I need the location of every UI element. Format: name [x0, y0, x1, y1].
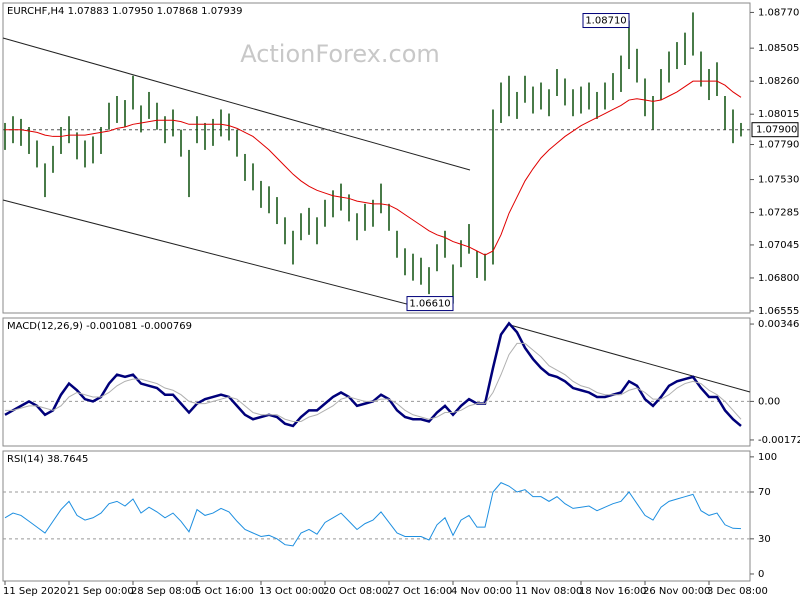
y-tick-label: 1.07790 [758, 140, 799, 151]
y-tick-label: 0 [758, 569, 764, 580]
panel-title: RSI(14) 38.7645 [7, 454, 88, 465]
annotation-label: 1.06610 [409, 299, 450, 310]
y-tick-label: 1.06555 [758, 306, 799, 317]
x-tick-label: 5 Oct 16:00 [195, 586, 254, 597]
y-tick-label: 100 [758, 452, 777, 463]
moving-average-line [5, 80, 742, 256]
x-tick-label: 21 Sep 00:00 [67, 586, 134, 597]
x-tick-label: 26 Nov 00:00 [643, 586, 710, 597]
indicator-line [5, 342, 742, 422]
x-tick-label: 3 Dec 08:00 [707, 586, 768, 597]
panel-title: MACD(12,26,9) -0.001081 -0.000769 [7, 321, 192, 332]
x-tick-label: 28 Sep 08:00 [131, 586, 198, 597]
x-tick-label: 27 Oct 16:00 [387, 586, 452, 597]
y-tick-label: 30 [758, 534, 771, 545]
watermark: ActionForex.com [240, 40, 440, 68]
annotation-box [406, 296, 454, 312]
x-tick-label: 20 Oct 08:00 [323, 586, 388, 597]
x-tick-label: 13 Oct 00:00 [259, 586, 324, 597]
y-tick-label: 1.08015 [758, 109, 799, 120]
price-panel [2, 2, 751, 314]
channel-upper-line [2, 37, 471, 171]
y-tick-label: -0.001729 [758, 435, 800, 446]
rsi-panel [2, 450, 751, 582]
y-tick-label: 1.07530 [758, 175, 799, 186]
indicator-line [4, 482, 742, 547]
y-tick-label: 1.07285 [758, 208, 799, 219]
y-tick-label: 1.07045 [758, 240, 799, 251]
x-tick-label: 11 Nov 08:00 [515, 586, 582, 597]
y-tick-label: 70 [758, 487, 771, 498]
x-tick-label: 18 Nov 16:00 [579, 586, 646, 597]
macd-trend-line [509, 324, 751, 393]
x-tick-label: 4 Nov 00:00 [451, 586, 512, 597]
y-tick-label: 0.00 [758, 396, 780, 407]
y-tick-label: 1.06800 [758, 273, 799, 284]
y-tick-label: 1.08505 [758, 43, 799, 54]
annotation-box [582, 13, 630, 29]
macd-panel [2, 317, 751, 447]
panel-title: EURCHF,H4 1.07883 1.07950 1.07868 1.0793… [7, 6, 243, 17]
current-price-label: 1.07900 [756, 125, 797, 136]
channel-lower-line [2, 199, 431, 311]
y-tick-label: 1.08770 [758, 7, 799, 18]
y-tick-label: 1.08260 [758, 76, 799, 87]
y-tick-label: 0.003469 [758, 319, 800, 330]
x-tick-label: 11 Sep 2020 [3, 586, 66, 597]
current-price-box [751, 122, 799, 138]
annotation-label: 1.08710 [585, 16, 626, 27]
